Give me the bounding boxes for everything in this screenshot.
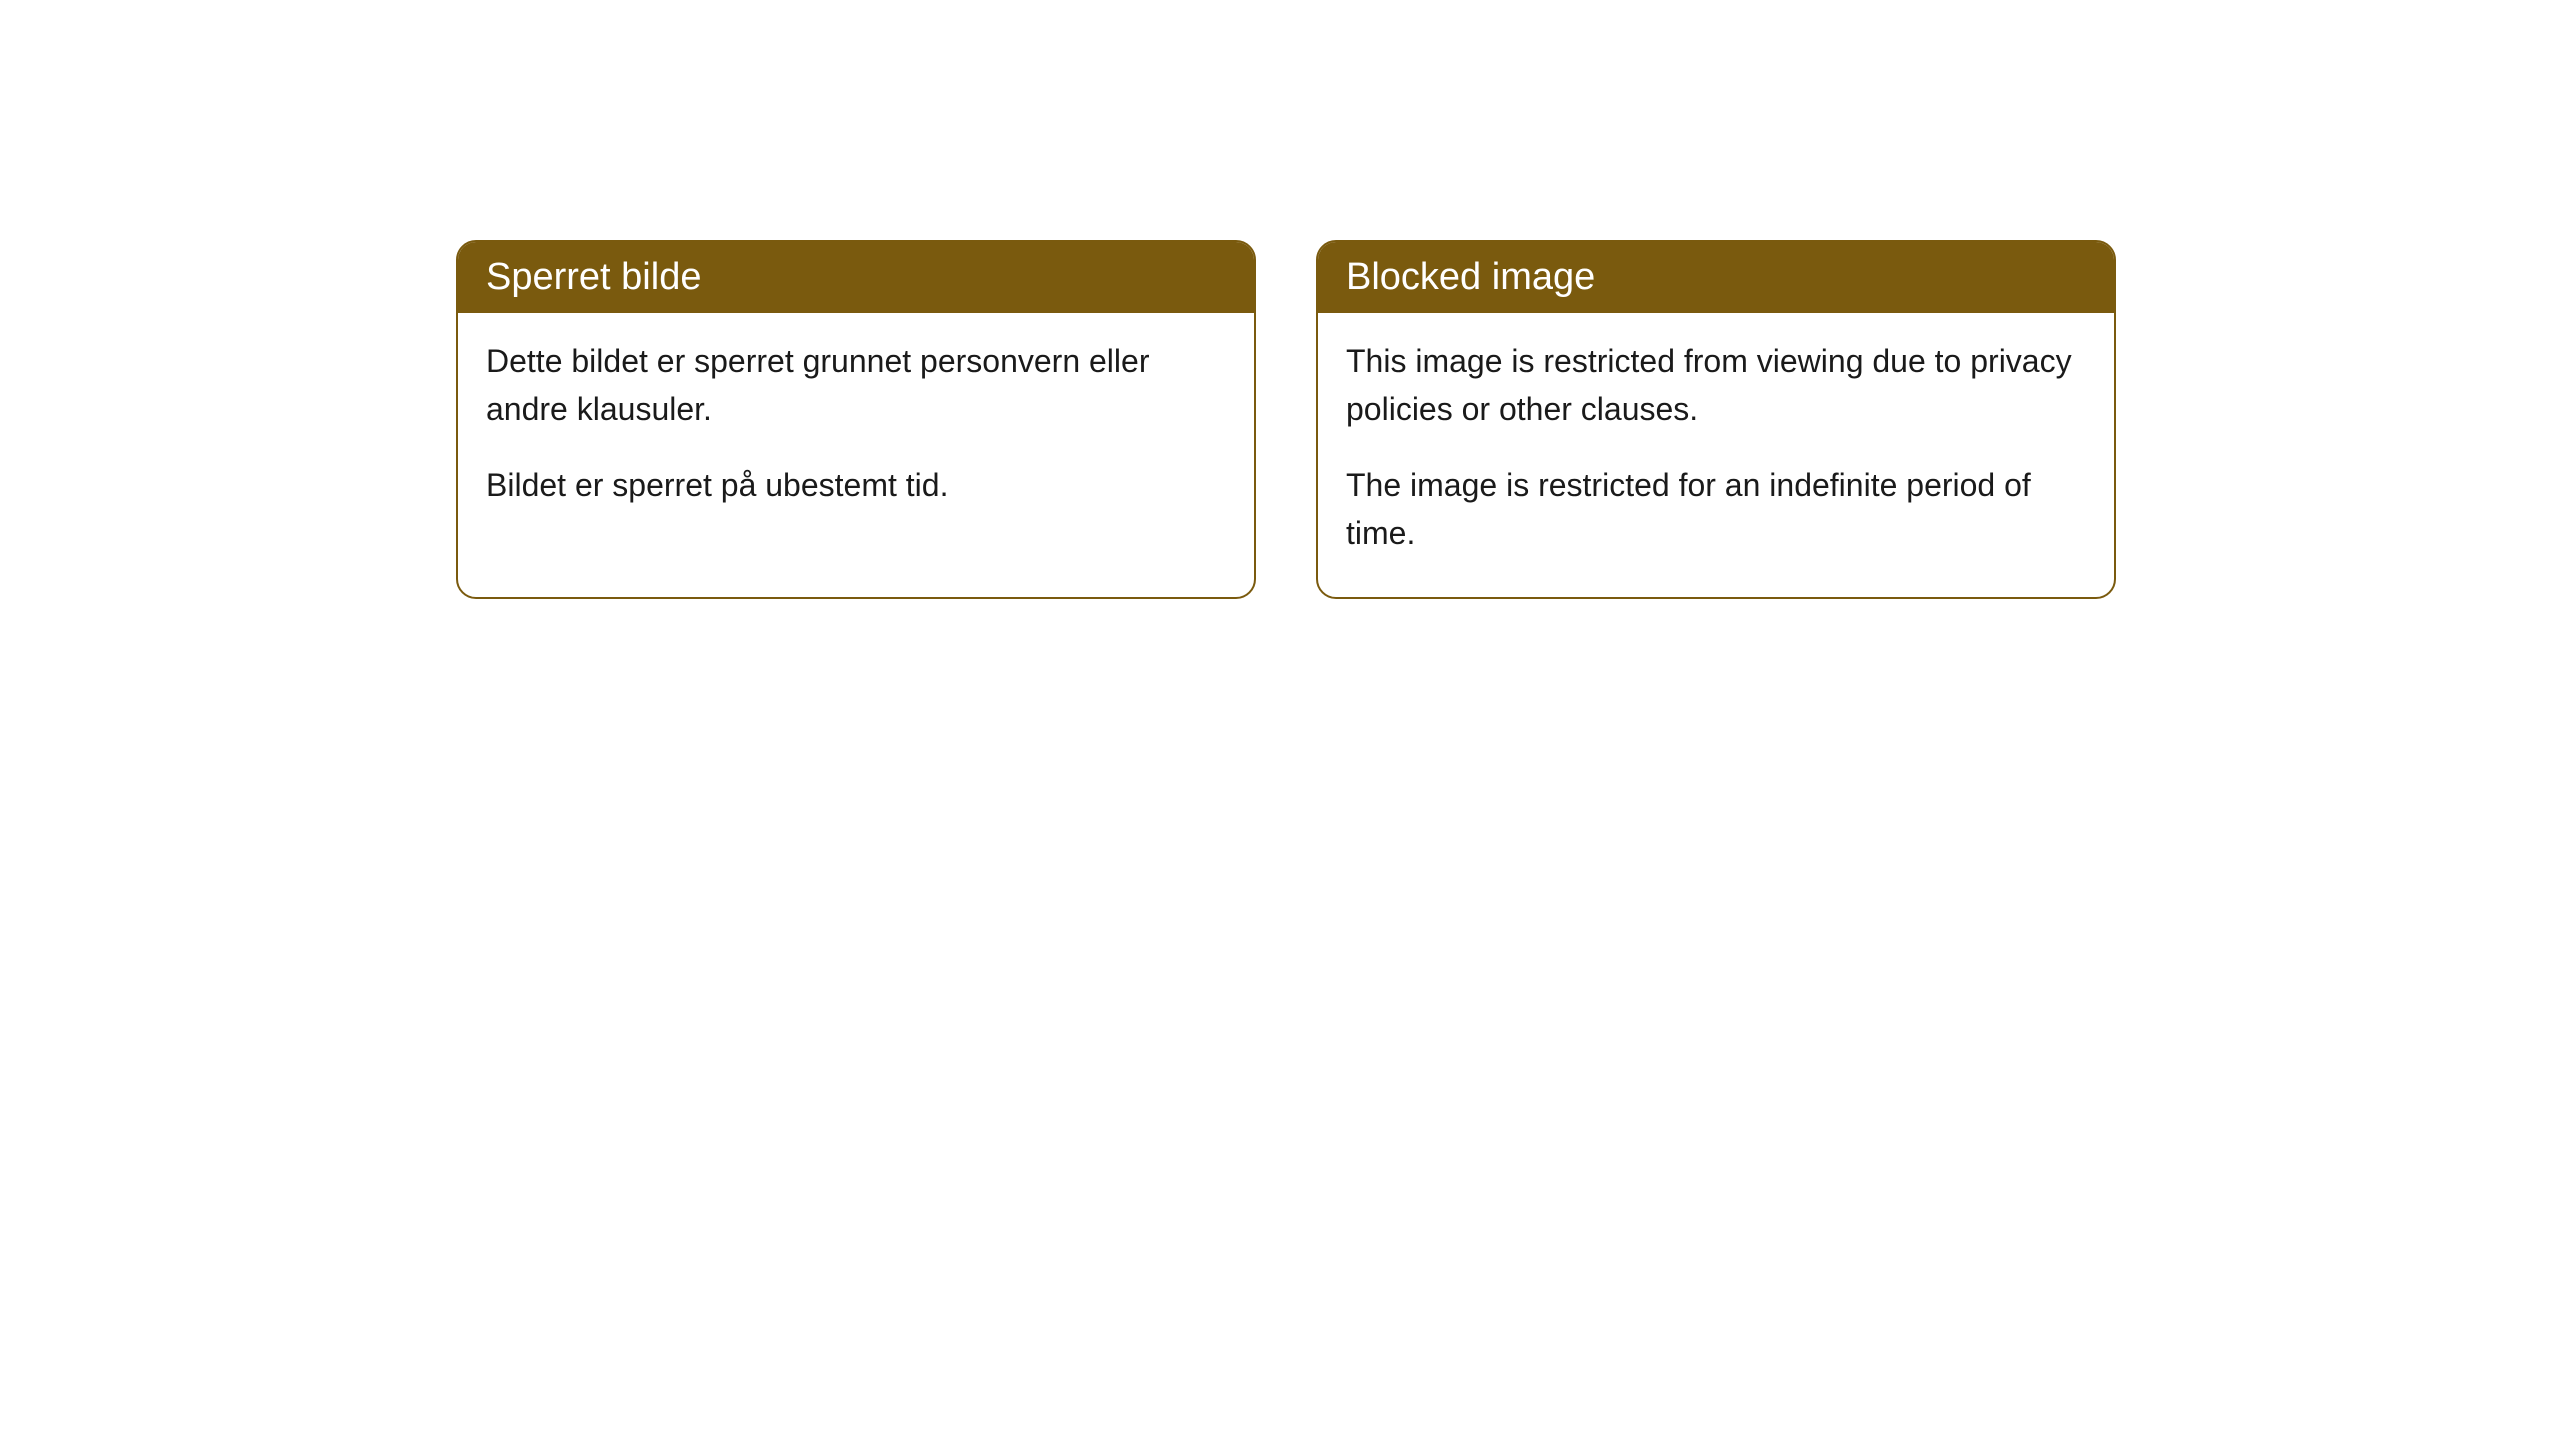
notice-card-english: Blocked image This image is restricted f… bbox=[1316, 240, 2116, 599]
card-header: Blocked image bbox=[1318, 242, 2114, 313]
card-paragraph: This image is restricted from viewing du… bbox=[1346, 337, 2086, 433]
card-header: Sperret bilde bbox=[458, 242, 1254, 313]
card-title: Sperret bilde bbox=[486, 256, 701, 298]
notice-cards-container: Sperret bilde Dette bildet er sperret gr… bbox=[456, 240, 2560, 599]
card-paragraph: The image is restricted for an indefinit… bbox=[1346, 461, 2086, 557]
card-paragraph: Dette bildet er sperret grunnet personve… bbox=[486, 337, 1226, 433]
card-paragraph: Bildet er sperret på ubestemt tid. bbox=[486, 461, 1226, 509]
card-body: This image is restricted from viewing du… bbox=[1318, 313, 2114, 597]
notice-card-norwegian: Sperret bilde Dette bildet er sperret gr… bbox=[456, 240, 1256, 599]
card-title: Blocked image bbox=[1346, 256, 1595, 298]
card-body: Dette bildet er sperret grunnet personve… bbox=[458, 313, 1254, 549]
